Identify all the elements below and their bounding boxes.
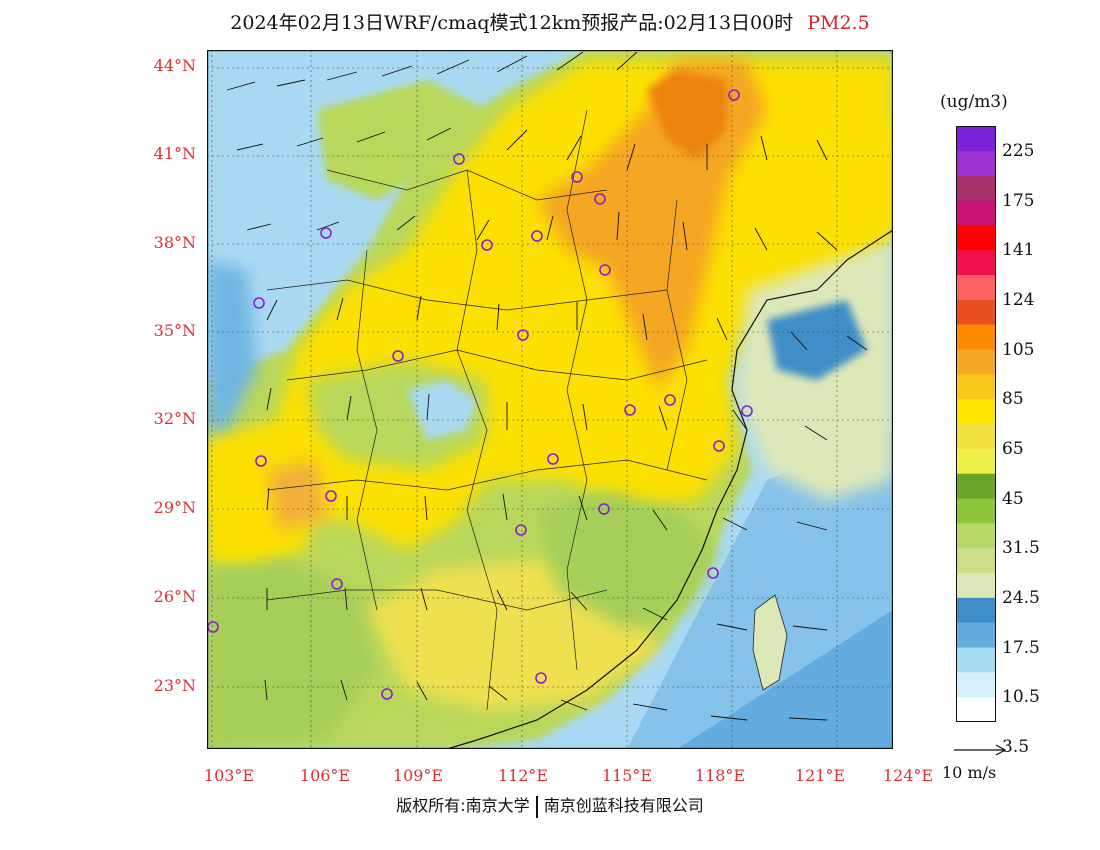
colorbar-swatch	[956, 150, 996, 176]
colorbar-label: 10.5	[1002, 687, 1040, 708]
land-orange-peak	[647, 70, 727, 160]
lon-label: 112°E	[497, 766, 549, 785]
colorbar-label: 124	[1002, 289, 1035, 310]
lat-label: 23°N	[153, 676, 196, 695]
colorbar-swatch	[956, 523, 996, 549]
colorbar-label: 24.5	[1002, 587, 1040, 608]
colorbar-swatch	[956, 200, 996, 226]
colorbar-swatch	[956, 498, 996, 524]
vector-legend-label: 10 m/s	[942, 763, 997, 782]
west-low-strip	[207, 260, 257, 430]
southwest-green	[207, 560, 377, 749]
colorbar-swatch	[956, 374, 996, 400]
colorbar-swatch	[956, 126, 996, 152]
footer: 版权所有:南京大学 南京创蓝科技有限公司	[0, 792, 1100, 818]
footer-company: 南京创蓝科技有限公司	[543, 796, 704, 815]
lat-label: 26°N	[153, 587, 196, 606]
colorbar-swatch	[956, 250, 996, 276]
colorbar-label: 3.5	[1002, 736, 1030, 757]
colorbar-swatch	[956, 275, 996, 301]
vector-legend-arrow	[954, 744, 1007, 756]
title-product: PM2.5	[807, 12, 870, 34]
chart-title: 2024年02月13日WRF/cmaq模式12km预报产品:02月13日00时 P…	[0, 8, 1100, 35]
colorbar-label: 65	[1002, 438, 1024, 459]
colorbar-swatch	[956, 672, 996, 698]
taiwan-island	[752, 594, 788, 691]
colorbar-swatch	[956, 299, 996, 325]
colorbar-label: 45	[1002, 488, 1024, 509]
colorbar-swatch	[956, 697, 996, 722]
lon-label: 118°E	[694, 766, 746, 785]
lat-label: 41°N	[153, 144, 196, 163]
wind-vectors	[226, 51, 868, 721]
colorbar-swatch	[956, 349, 996, 375]
colorbar-label: 17.5	[1002, 637, 1040, 658]
colorbar-swatch	[956, 647, 996, 673]
colorbar-frame	[956, 126, 996, 722]
lat-label: 44°N	[153, 56, 196, 75]
colorbar-swatch	[956, 548, 996, 574]
sea-band-2	[627, 430, 893, 749]
coastline	[446, 229, 893, 749]
city-markers	[207, 89, 753, 700]
pm25-map	[207, 50, 893, 749]
colorbar-swatch	[956, 225, 996, 251]
colorbar-swatch	[956, 597, 996, 623]
colorbar-label: 85	[1002, 389, 1024, 410]
footer-separator	[535, 795, 538, 818]
colorbar-label: 175	[1002, 190, 1035, 211]
lat-label: 38°N	[153, 233, 196, 252]
lon-label: 106°E	[299, 766, 351, 785]
colorbar-swatch	[956, 573, 996, 599]
colorbar-swatch	[956, 473, 996, 499]
lat-label: 35°N	[153, 321, 196, 340]
bohai-yellow	[807, 120, 893, 250]
colorbar-swatch	[956, 175, 996, 201]
lat-label: 29°N	[153, 498, 196, 517]
colorbar-label: 225	[1002, 140, 1035, 161]
lon-label: 121°E	[794, 766, 846, 785]
lon-label: 124°E	[882, 766, 934, 785]
yellow-sea-deep	[767, 300, 867, 380]
colorbar-swatch	[956, 399, 996, 425]
title-main: 2024年02月13日WRF/cmaq模式12km预报产品:02月13日00时	[230, 12, 794, 34]
lat-label: 32°N	[153, 409, 196, 428]
northwest-green	[317, 80, 487, 200]
graticule	[207, 50, 893, 749]
map-frame	[207, 50, 893, 749]
land-orange-west	[267, 460, 327, 530]
colorbar-swatch	[956, 324, 996, 350]
colorbar-label: 141	[1002, 240, 1035, 261]
colorbar-label: 31.5	[1002, 538, 1040, 559]
lon-label: 103°E	[203, 766, 255, 785]
province-borders	[266, 109, 708, 711]
lon-label: 115°E	[601, 766, 653, 785]
colorbar-swatch	[956, 622, 996, 648]
colorbar-unit: (ug/m3)	[940, 92, 1008, 112]
sichuan-blue	[407, 380, 477, 440]
colorbar	[956, 126, 996, 722]
footer-copyright: 版权所有:南京大学	[396, 796, 530, 815]
colorbar-swatch	[956, 448, 996, 474]
colorbar-label: 105	[1002, 339, 1035, 360]
lon-label: 109°E	[392, 766, 444, 785]
colorbar-swatch	[956, 424, 996, 450]
